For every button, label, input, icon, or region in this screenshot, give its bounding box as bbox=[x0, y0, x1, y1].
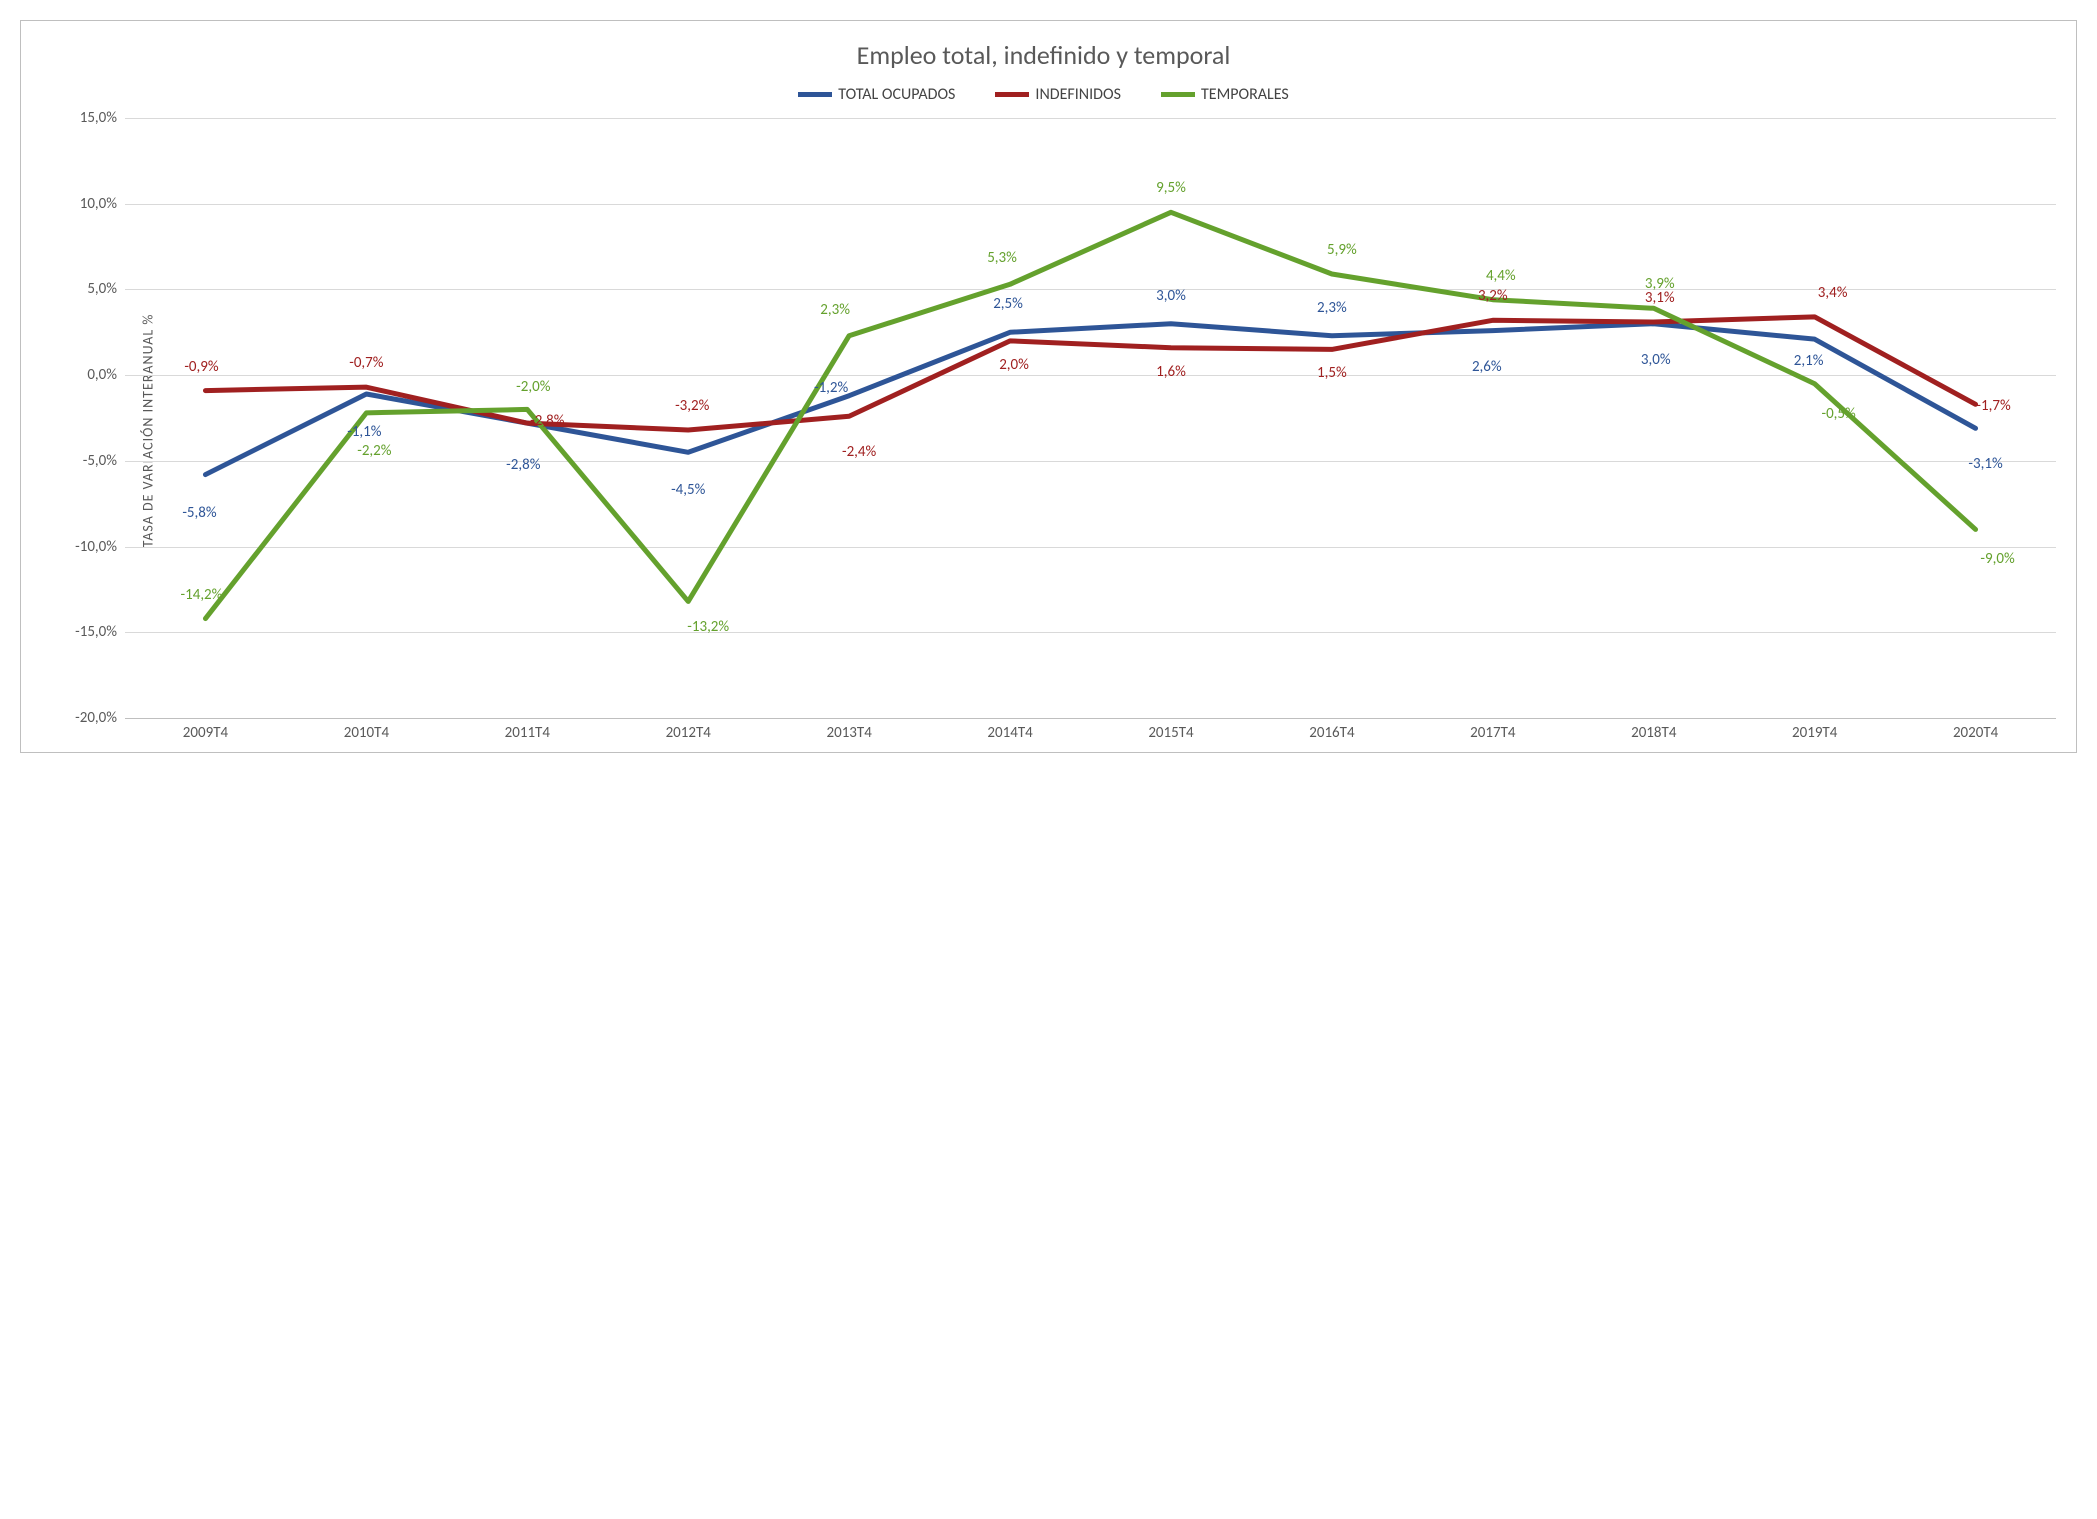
data-label: 3,0% bbox=[1156, 287, 1186, 305]
data-label: 2,0% bbox=[999, 356, 1029, 374]
x-tick-label: 2013T4 bbox=[769, 718, 930, 742]
data-label: 5,9% bbox=[1327, 241, 1357, 259]
legend-swatch-temp bbox=[1161, 92, 1195, 97]
chart-legend: TOTAL OCUPADOS INDEFINIDOS TEMPORALES bbox=[31, 85, 2056, 104]
y-tick-label: -20,0% bbox=[75, 709, 117, 727]
data-label: -3,2% bbox=[675, 397, 709, 415]
data-label: 2,1% bbox=[1794, 352, 1824, 370]
data-label: -13,2% bbox=[687, 618, 729, 636]
chart-body: TASA DE VARIACIÓN INTERANUAL % -20,0% -15… bbox=[31, 118, 2056, 742]
data-label: -2,8% bbox=[530, 412, 564, 430]
data-label: -14,2% bbox=[181, 586, 223, 604]
data-label: 9,5% bbox=[1156, 179, 1186, 197]
data-label: 4,4% bbox=[1486, 267, 1516, 285]
data-label: -2,2% bbox=[357, 442, 391, 460]
y-tick-label: -10,0% bbox=[75, 538, 117, 556]
x-tick-label: 2010T4 bbox=[286, 718, 447, 742]
data-label: 3,0% bbox=[1641, 351, 1671, 369]
y-tick-label: 10,0% bbox=[80, 195, 117, 213]
data-label: -1,7% bbox=[1976, 397, 2010, 415]
plot-row: -20,0%-15,0%-10,0%-5,0%0,0%5,0%10,0%15,0… bbox=[59, 118, 2056, 718]
data-label: -5,8% bbox=[182, 504, 216, 522]
y-ticks: -20,0%-15,0%-10,0%-5,0%0,0%5,0%10,0%15,0… bbox=[59, 118, 125, 718]
legend-item-indef: INDEFINIDOS bbox=[995, 85, 1121, 104]
x-tick-label: 2012T4 bbox=[608, 718, 769, 742]
x-axis-baseline bbox=[125, 718, 2056, 719]
data-label: -1,1% bbox=[347, 423, 381, 441]
x-tick-label: 2018T4 bbox=[1573, 718, 1734, 742]
chart-container: Empleo total, indefinido y temporal TOTA… bbox=[20, 20, 2077, 753]
y-tick-label: -15,0% bbox=[75, 623, 117, 641]
data-label: 3,9% bbox=[1645, 275, 1675, 293]
x-tick-label: 2017T4 bbox=[1412, 718, 1573, 742]
data-label: -0,7% bbox=[349, 354, 383, 372]
data-label: -2,0% bbox=[516, 378, 550, 396]
x-tick-label: 2020T4 bbox=[1895, 718, 2056, 742]
data-label: 2,3% bbox=[820, 301, 850, 319]
y-tick-label: 5,0% bbox=[87, 280, 117, 298]
x-tick-label: 2015T4 bbox=[1091, 718, 1252, 742]
data-label: -2,4% bbox=[842, 443, 876, 461]
legend-label-indef: INDEFINIDOS bbox=[1035, 85, 1121, 104]
legend-swatch-indef bbox=[995, 92, 1029, 97]
y-tick-label: -5,0% bbox=[83, 452, 117, 470]
legend-item-total: TOTAL OCUPADOS bbox=[798, 85, 955, 104]
legend-label-temp: TEMPORALES bbox=[1201, 85, 1289, 104]
data-label: -0,5% bbox=[1821, 405, 1855, 423]
data-label: 2,5% bbox=[993, 295, 1023, 313]
data-label: 5,3% bbox=[987, 249, 1017, 267]
data-label: -9,0% bbox=[1980, 550, 2014, 568]
data-label: 2,3% bbox=[1317, 299, 1347, 317]
x-ticks: 2009T42010T42011T42012T42013T42014T42015… bbox=[125, 718, 2056, 742]
x-tick-label: 2011T4 bbox=[447, 718, 608, 742]
legend-item-temp: TEMPORALES bbox=[1161, 85, 1289, 104]
data-label: 3,4% bbox=[1818, 284, 1848, 302]
data-label: 1,6% bbox=[1156, 363, 1186, 381]
x-tick-label: 2014T4 bbox=[930, 718, 1091, 742]
x-tick-label: 2016T4 bbox=[1251, 718, 1412, 742]
plot-area: -5,8% -1,1% -2,8% -4,5% -1,2% 2,5% 3,0% 2,3% 2,6… bbox=[125, 118, 2056, 718]
data-label: -0,9% bbox=[184, 358, 218, 376]
data-label: -1,2% bbox=[814, 379, 848, 397]
ylabel-wrap: TASA DE VARIACIÓN INTERANUAL % bbox=[31, 118, 59, 742]
plot-column: -20,0%-15,0%-10,0%-5,0%0,0%5,0%10,0%15,0… bbox=[59, 118, 2056, 742]
x-tick-label: 2009T4 bbox=[125, 718, 286, 742]
data-label: -4,5% bbox=[671, 481, 705, 499]
x-tick-label: 2019T4 bbox=[1734, 718, 1895, 742]
y-tick-label: 0,0% bbox=[87, 366, 117, 384]
legend-label-total: TOTAL OCUPADOS bbox=[838, 85, 955, 104]
chart-title: Empleo total, indefinido y temporal bbox=[31, 39, 2056, 71]
data-label: 3,2% bbox=[1478, 287, 1508, 305]
data-label: 1,5% bbox=[1317, 364, 1347, 382]
data-label: -3,1% bbox=[1968, 455, 2002, 473]
data-label: 2,6% bbox=[1472, 358, 1502, 376]
data-label: -2,8% bbox=[506, 456, 540, 474]
y-tick-label: 15,0% bbox=[80, 109, 117, 127]
legend-swatch-total bbox=[798, 92, 832, 97]
